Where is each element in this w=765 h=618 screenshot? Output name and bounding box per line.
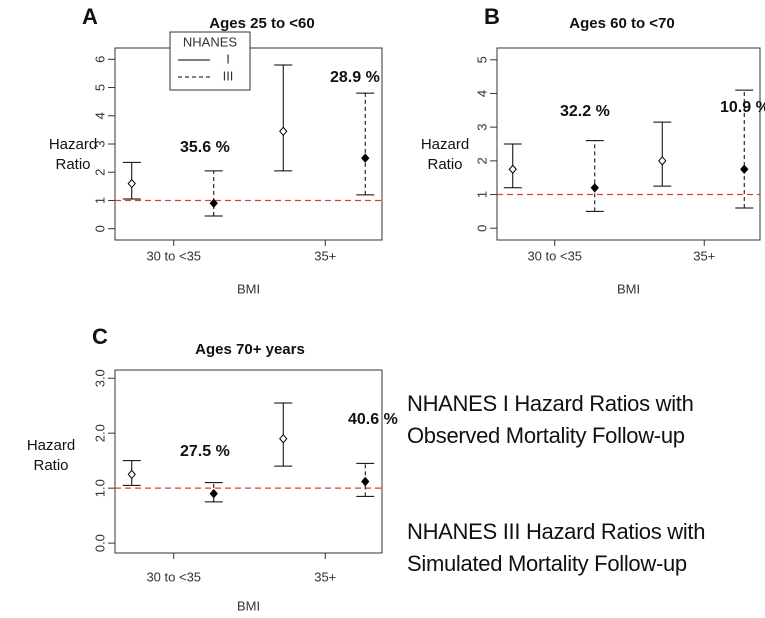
- y-tick-label: 0: [92, 225, 107, 232]
- x-tick-label: 35+: [314, 569, 336, 584]
- point: [740, 164, 749, 175]
- annotation: 27.5 %: [180, 443, 230, 460]
- y-axis-label: Hazard Ratio: [48, 136, 98, 173]
- plot-frame: [496, 47, 761, 241]
- x-axis-label: BMI: [237, 598, 260, 613]
- y-tick-label: 5: [92, 84, 107, 91]
- point: [127, 178, 136, 189]
- x-tick-label: 30 to <35: [146, 569, 201, 584]
- point: [209, 488, 218, 499]
- chart-title: Ages 60 to <70: [569, 15, 674, 32]
- y-tick-label: 5: [474, 56, 489, 63]
- annotation: 35.6 %: [180, 139, 230, 156]
- y-tick-label: 2.0: [92, 424, 107, 442]
- point: [508, 164, 517, 175]
- y-tick-label: 2: [474, 157, 489, 164]
- y-tick-label: 1: [92, 197, 107, 204]
- y-tick-label: 3: [92, 140, 107, 147]
- panel-letter: B: [484, 4, 500, 29]
- point: [590, 183, 599, 193]
- x-tick-label: 35+: [693, 248, 715, 263]
- x-axis-label: BMI: [617, 281, 640, 296]
- y-tick-label: 0: [474, 225, 489, 232]
- y-axis-label: Hazard Ratio: [420, 136, 470, 173]
- point: [209, 198, 218, 209]
- annotation: 32.2 %: [560, 103, 610, 120]
- y-tick-label: 0.0: [92, 534, 107, 552]
- y-tick-label: 3.0: [92, 369, 107, 387]
- y-tick-label: 6: [92, 56, 107, 63]
- y-axis-label: Hazard Ratio: [26, 437, 76, 474]
- legend-label: III: [223, 68, 234, 83]
- panel-letter: A: [82, 4, 98, 29]
- plot-frame: [114, 369, 383, 554]
- legend-box: [169, 31, 251, 91]
- side-note: Simulated Mortality Follow-up: [407, 551, 687, 576]
- point: [361, 153, 370, 163]
- chart-title: Ages 25 to <60: [209, 15, 314, 32]
- side-note: NHANES III Hazard Ratios with: [407, 519, 706, 544]
- y-tick-label: 1: [474, 191, 489, 198]
- point: [279, 433, 288, 444]
- side-note: NHANES I Hazard Ratios with: [407, 391, 694, 416]
- x-tick-label: 30 to <35: [527, 248, 582, 263]
- x-axis-label: BMI: [237, 281, 260, 296]
- y-tick-label: 1.0: [92, 479, 107, 497]
- y-tick-label: 4: [92, 112, 107, 119]
- x-tick-label: 30 to <35: [146, 248, 201, 263]
- chart-title: Ages 70+ years: [195, 341, 305, 358]
- point: [279, 126, 288, 137]
- legend-label: I: [226, 51, 230, 66]
- x-tick-label: 35+: [314, 248, 336, 263]
- annotation: 28.9 %: [330, 69, 380, 86]
- annotation: 10.9 %: [720, 99, 765, 116]
- y-tick-label: 3: [474, 124, 489, 131]
- y-tick-label: 4: [474, 90, 489, 97]
- panel-letter: C: [92, 324, 108, 349]
- annotation: 40.6 %: [348, 411, 398, 428]
- point: [658, 156, 667, 166]
- side-note: Observed Mortality Follow-up: [407, 423, 685, 448]
- point: [127, 469, 136, 480]
- point: [361, 476, 370, 487]
- legend-title: NHANES: [183, 34, 238, 49]
- y-tick-label: 2: [92, 169, 107, 176]
